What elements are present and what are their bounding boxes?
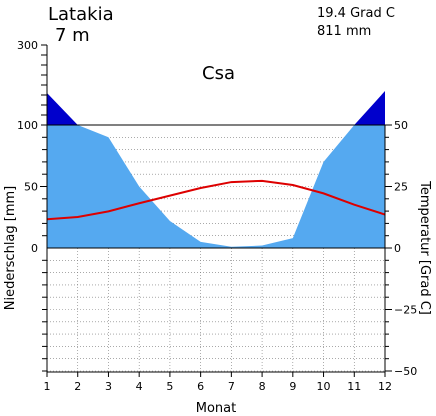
mean-temperature: 19.4 Grad C xyxy=(317,6,395,21)
month-tick-label: 10 xyxy=(317,380,331,393)
left-tick-label: 50 xyxy=(24,181,38,194)
month-tick-label: 8 xyxy=(259,380,266,393)
station-elevation: 7 m xyxy=(55,25,90,46)
right-tick-label: −25 xyxy=(394,304,417,317)
precipitation-excess xyxy=(354,91,385,125)
right-tick-label: −50 xyxy=(394,365,417,378)
right-tick-label: 25 xyxy=(394,181,408,194)
left-tick-label: 0 xyxy=(31,242,38,255)
month-tick-label: 1 xyxy=(44,380,51,393)
x-axis-label: Monat xyxy=(196,401,236,416)
precipitation-excess xyxy=(47,93,78,125)
month-tick-label: 9 xyxy=(289,380,296,393)
grid-lines xyxy=(46,137,386,372)
annual-precipitation: 811 mm xyxy=(317,24,371,39)
station-name: Latakia xyxy=(48,4,114,25)
precipitation-area xyxy=(47,91,385,248)
temperature-polyline xyxy=(46,179,386,221)
axes xyxy=(40,44,392,377)
month-tick-label: 4 xyxy=(136,380,143,393)
temperature-line xyxy=(46,179,386,221)
left-axis-label: Niederschlag [mm] xyxy=(3,186,18,311)
right-tick-label: 0 xyxy=(394,242,401,255)
month-tick-label: 7 xyxy=(228,380,235,393)
month-tick-label: 11 xyxy=(347,380,361,393)
month-tick-label: 12 xyxy=(378,380,392,393)
right-axis-label: Temperatur [Grad C] xyxy=(417,180,432,315)
month-tick-label: 6 xyxy=(197,380,204,393)
left-tick-label: 100 xyxy=(17,119,38,132)
left-tick-label: 300 xyxy=(17,39,38,52)
precipitation-fill xyxy=(47,125,385,248)
right-tick-label: 50 xyxy=(394,119,408,132)
month-tick-label: 3 xyxy=(105,380,112,393)
month-tick-label: 5 xyxy=(166,380,173,393)
month-tick-label: 2 xyxy=(74,380,81,393)
climate-class: Csa xyxy=(202,63,235,84)
